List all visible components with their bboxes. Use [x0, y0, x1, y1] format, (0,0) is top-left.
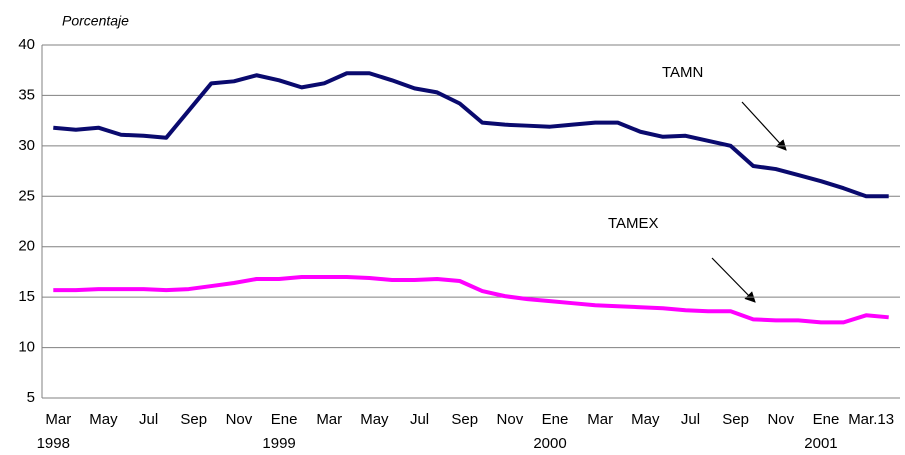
- x-tick-label: Sep: [722, 411, 749, 428]
- series-line: [53, 274, 889, 325]
- year-label: 1998: [37, 435, 70, 452]
- y-tick-label: 35: [18, 86, 35, 103]
- arrow: [711, 257, 756, 303]
- x-tick-label: Ene: [542, 411, 569, 428]
- x-tick-label: May: [360, 411, 389, 428]
- x-tick-label: Mar: [316, 411, 342, 428]
- year-label: 2000: [533, 435, 566, 452]
- y-tick-label: 10: [18, 339, 35, 356]
- x-tick-label: Mar: [587, 411, 613, 428]
- y-tick-label: 30: [18, 137, 35, 154]
- x-tick-label: Sep: [451, 411, 478, 428]
- x-tick-label: May: [631, 411, 660, 428]
- y-axis-label: Porcentaje: [62, 13, 129, 29]
- x-tick-label: Mar.13: [848, 411, 894, 428]
- x-tick-label: Nov: [497, 411, 524, 428]
- y-tick-label: 40: [18, 36, 35, 53]
- year-label: 2001: [804, 435, 837, 452]
- y-tick-label: 25: [18, 187, 35, 204]
- arrow: [741, 101, 787, 151]
- year-label: 1999: [262, 435, 295, 452]
- x-tick-label: Sep: [180, 411, 207, 428]
- x-tick-label: Jul: [681, 411, 700, 428]
- series-label: TAMN: [662, 64, 703, 81]
- y-tick-label: 20: [18, 238, 35, 255]
- x-tick-label: Nov: [767, 411, 794, 428]
- x-tick-label: Jul: [410, 411, 429, 428]
- x-tick-label: Ene: [271, 411, 298, 428]
- x-tick-label: Jul: [139, 411, 158, 428]
- y-tick-label: 15: [18, 288, 35, 305]
- series-label: TAMEX: [608, 215, 659, 232]
- y-tick-label: 5: [27, 389, 35, 406]
- x-tick-label: Mar: [45, 411, 71, 428]
- x-tick-label: Ene: [813, 411, 840, 428]
- x-tick-label: Nov: [226, 411, 253, 428]
- series-line: [53, 71, 889, 199]
- x-tick-label: May: [89, 411, 118, 428]
